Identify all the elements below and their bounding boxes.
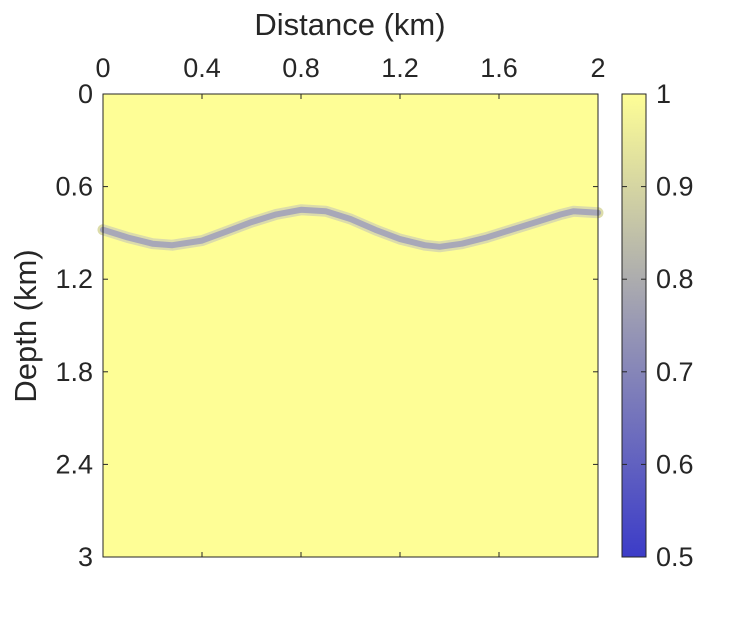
colorbar [621,93,647,558]
x-tick-label: 0.8 [282,53,320,83]
x-tick-label: 2 [590,53,605,83]
reflector-line [100,206,601,250]
x-tick-label: 1.2 [381,53,419,83]
x-axis-label: Distance (km) [254,7,445,42]
colorbar-tick-label: 0.5 [656,542,694,572]
y-tick-label: 1.8 [55,357,93,387]
y-tick-label: 3 [78,542,93,572]
x-tick-label: 0.4 [183,53,221,83]
plot-frame [102,93,599,558]
y-axis: 0 0.6 1.2 1.8 2.4 3 [55,79,598,572]
y-tick-label: 1.2 [55,264,93,294]
y-tick-label: 0 [78,79,93,109]
colorbar-tick-label: 1 [656,79,671,109]
heatmap-plot-area [103,94,598,557]
x-tick-label: 0 [95,53,110,83]
x-tick-label: 1.6 [480,53,518,83]
y-tick-label: 2.4 [55,449,93,479]
x-axis: 0 0.4 0.8 1.2 1.6 2 [95,53,606,557]
colorbar-tick-label: 0.7 [656,357,694,387]
colorbar-axis: 1 0.9 0.8 0.7 0.6 0.5 [622,79,694,572]
y-axis-label: Depth (km) [8,249,43,402]
reflector-layer [97,204,604,253]
colorbar-tick-label: 0.6 [656,449,694,479]
colorbar-tick-label: 0.9 [656,172,694,202]
y-tick-label: 0.6 [55,172,93,202]
colorbar-tick-label: 0.8 [656,264,694,294]
